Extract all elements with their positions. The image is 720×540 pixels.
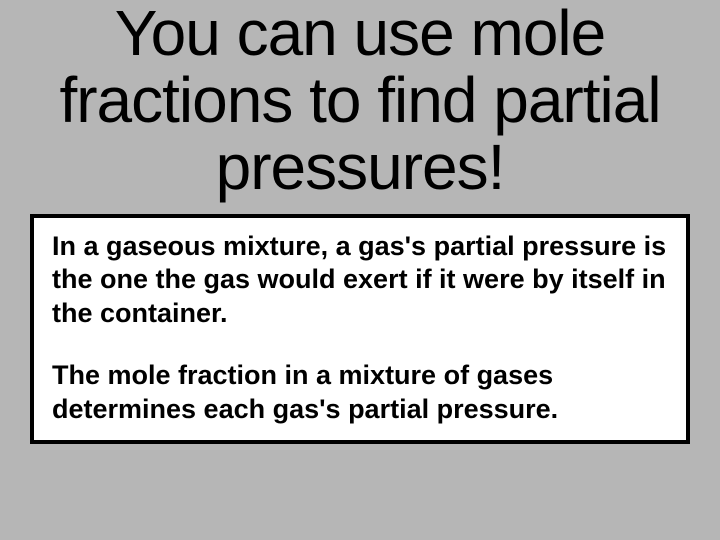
slide-title: You can use mole fractions to find parti… [20,0,700,214]
paragraph-2: The mole fraction in a mixture of gases … [52,359,668,427]
slide: You can use mole fractions to find parti… [0,0,720,540]
content-box: In a gaseous mixture, a gas's partial pr… [30,214,690,445]
paragraph-1: In a gaseous mixture, a gas's partial pr… [52,230,668,331]
